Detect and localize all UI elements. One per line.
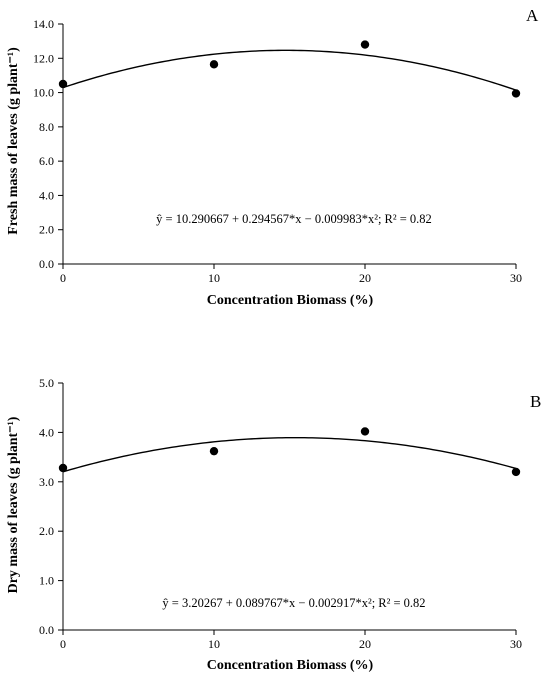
x-tick-label: 10 — [208, 271, 220, 285]
y-tick-label: 14.0 — [33, 17, 54, 31]
x-axis-label: Concentration Biomass (%) — [207, 293, 374, 308]
y-tick-label: 5.0 — [39, 376, 54, 390]
y-tick-label: 0.0 — [39, 257, 54, 271]
y-tick-label: 10.0 — [33, 86, 54, 100]
panel-label: A — [526, 6, 539, 25]
data-point — [58, 463, 68, 473]
fit-curve — [62, 436, 517, 473]
y-tick-label: 4.0 — [39, 425, 54, 439]
chart-panel-b: B Dry mass of leaves (g plant⁻¹) Concent… — [6, 376, 541, 673]
x-tick-label: 0 — [60, 271, 66, 285]
y-tick-label: 0.0 — [39, 623, 54, 637]
y-tick-label: 3.0 — [39, 475, 54, 489]
data-point — [511, 89, 521, 98]
y-tick-label: 2.0 — [39, 223, 54, 237]
x-tick-label: 30 — [510, 271, 522, 285]
x-tick-label: 30 — [510, 637, 522, 651]
x-tick-label: 20 — [359, 637, 371, 651]
x-tick-label: 10 — [208, 637, 220, 651]
panel-label: B — [530, 392, 541, 411]
data-point — [209, 446, 219, 456]
x-tick-label: 0 — [60, 637, 66, 651]
x-tick-label: 20 — [359, 271, 371, 285]
data-point — [209, 60, 219, 69]
y-tick-label: 4.0 — [39, 188, 54, 202]
y-tick-label: 8.0 — [39, 120, 54, 134]
y-tick-label: 12.0 — [33, 51, 54, 65]
data-point — [360, 427, 370, 436]
y-axis-label: Dry mass of leaves (g plant⁻¹) — [6, 416, 21, 593]
data-point — [360, 40, 370, 49]
y-tick-label: 1.0 — [39, 574, 54, 588]
regression-equation: ŷ = 3.20267 + 0.089767*x − 0.002917*x²; … — [162, 596, 425, 610]
x-axis-label: Concentration Biomass (%) — [207, 658, 374, 673]
data-point — [511, 467, 521, 477]
y-axis-label: Fresh mass of leaves (g plant⁻¹) — [6, 47, 21, 235]
y-tick-label: 2.0 — [39, 524, 54, 538]
data-point — [58, 79, 68, 89]
fit-curve — [62, 49, 517, 91]
y-tick-label: 6.0 — [39, 154, 54, 168]
regression-equation: ŷ = 10.290667 + 0.294567*x − 0.009983*x²… — [156, 212, 432, 226]
chart-panel-a: A Fresh mass of leaves (g plant⁻¹) Conce… — [6, 6, 539, 308]
